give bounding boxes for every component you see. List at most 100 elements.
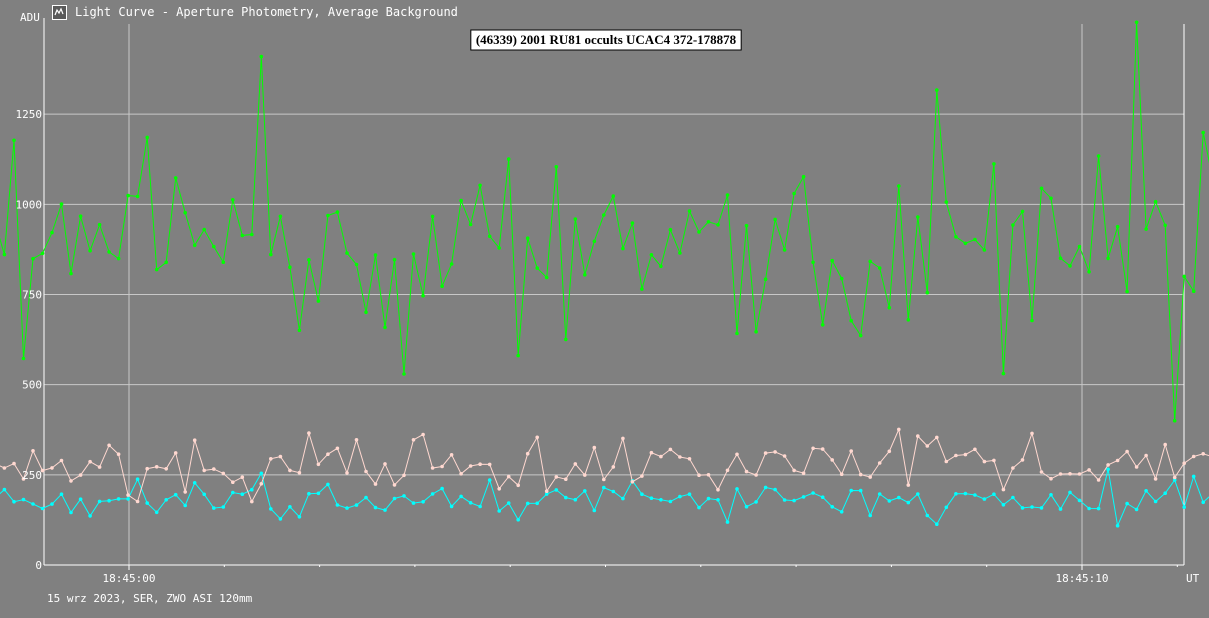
data-point [574,498,578,502]
data-point [564,338,568,342]
data-point [621,497,625,501]
data-point [364,470,368,474]
data-point [783,498,787,502]
data-point [716,488,720,492]
data-point [792,499,796,503]
data-point [516,484,520,488]
x-axis-label: UT [1186,572,1200,585]
data-point [745,470,749,474]
data-point [745,505,749,509]
data-point [22,498,26,502]
data-point [402,372,406,376]
data-point [69,511,73,515]
y-tick-label: 1250 [16,108,43,121]
data-point [202,469,206,473]
data-point [1011,223,1015,227]
chart-title: (46339) 2001 RU81 occults UCAC4 372-1788… [476,32,737,47]
data-point [1097,478,1101,482]
data-point [516,354,520,358]
data-point [288,505,292,509]
data-point [1021,458,1025,462]
data-point [126,493,130,497]
data-point [773,450,777,454]
data-point [469,223,473,227]
data-point [31,449,35,453]
data-point [678,251,682,255]
data-point [1116,459,1120,463]
data-point [174,493,178,497]
data-point [98,223,102,227]
data-point [31,257,35,261]
data-point [459,495,463,499]
data-point [878,461,882,465]
data-point [50,502,54,506]
data-point [1163,491,1167,495]
data-point [754,330,758,334]
data-point [117,452,121,456]
data-point [1106,257,1110,261]
data-point [136,477,140,481]
data-point [1040,470,1044,474]
data-point [631,480,635,484]
data-point [688,457,692,461]
data-point [1040,506,1044,510]
data-point [935,522,939,526]
data-point [669,228,673,232]
data-point [117,257,121,261]
data-point [593,240,597,244]
data-point [964,453,968,457]
data-point [621,437,625,441]
data-point [659,265,663,269]
data-point [964,492,968,496]
data-point [716,498,720,502]
data-point [992,459,996,463]
data-point [545,276,549,280]
data-point [764,277,768,281]
data-point [212,245,216,249]
data-point [298,329,302,333]
data-point [478,462,482,466]
data-point [1144,454,1148,458]
data-point [22,357,26,361]
data-point [535,502,539,506]
data-point [1163,224,1167,228]
data-point [383,326,387,330]
data-point [193,244,197,248]
data-point [488,235,492,239]
data-point [773,488,777,492]
data-point [421,294,425,298]
data-point [1125,502,1129,506]
data-point [183,504,187,508]
data-point [1068,264,1072,268]
data-point [107,250,111,254]
data-point [764,486,768,490]
data-point [3,253,7,257]
data-point [583,489,587,493]
series-group [0,21,1209,450]
data-point [659,498,663,502]
data-point [383,508,387,512]
data-point [79,473,83,477]
data-point [469,501,473,505]
data-point [1078,245,1082,249]
data-point [650,451,654,455]
data-point [735,332,739,336]
data-point [164,467,168,471]
data-point [840,472,844,476]
data-point [1068,472,1072,476]
data-point [849,449,853,453]
data-point [98,500,102,504]
data-point [212,506,216,510]
data-point [849,319,853,323]
data-point [12,139,16,143]
data-point [326,214,330,218]
data-point [1049,197,1053,201]
data-point [650,496,654,500]
data-point [507,157,511,161]
data-point [992,162,996,166]
data-point [1078,499,1082,503]
data-point [945,200,949,204]
data-point [868,260,872,264]
data-point [393,483,397,487]
data-point [136,195,140,199]
